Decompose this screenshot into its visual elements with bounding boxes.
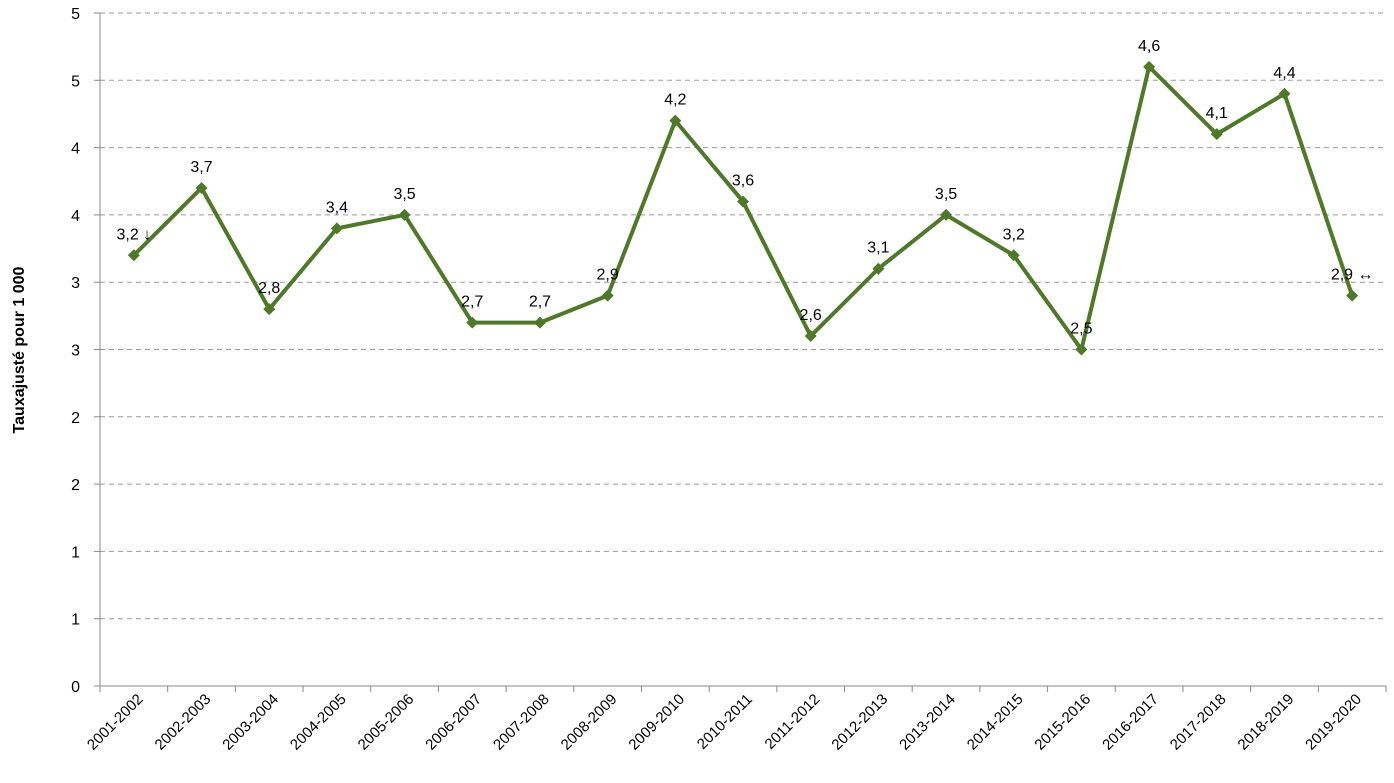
marker (1143, 60, 1156, 73)
x-tick-label: 2004-2005 (287, 691, 350, 754)
value-label: 3,2 ↓ (116, 226, 151, 243)
marker (872, 262, 885, 275)
y-tick-label: 1 (71, 612, 80, 629)
x-tick-label: 2018-2019 (1235, 691, 1298, 754)
y-tick-label: 2 (71, 477, 80, 494)
x-tick-label: 2013-2014 (896, 691, 959, 754)
value-label: 2,5 (1070, 321, 1092, 338)
value-label: 2,7 (461, 294, 483, 311)
marker (1278, 87, 1291, 100)
line (132, 64, 1355, 352)
value-label: 4,2 (664, 92, 686, 109)
y-axis-title: Tauxajusté pour 1 000 (11, 266, 28, 433)
x-tick-label: 2008-2009 (558, 691, 621, 754)
marker (1346, 289, 1359, 302)
marker (398, 208, 411, 221)
value-label: 2,6 (800, 307, 822, 324)
y-tick-label: 3 (71, 275, 80, 292)
x-tick-label: 2012-2013 (828, 691, 891, 754)
x-tick-label: 2017-2018 (1167, 691, 1230, 754)
marker (263, 303, 276, 316)
value-label: 4,4 (1273, 65, 1295, 82)
value-label: 3,2 (1003, 226, 1025, 243)
y-tick-label: 4 (71, 141, 80, 158)
value-label: 4,1 (1206, 105, 1228, 122)
value-label: 2,9 ↔ (1331, 267, 1374, 284)
x-tick-label: 2010-2011 (694, 691, 756, 753)
value-label: 4,6 (1138, 38, 1160, 55)
y-tick-label: 2 (71, 410, 80, 427)
marker (466, 316, 479, 329)
value-label: 3,4 (326, 199, 348, 216)
value-label: 2,8 (258, 280, 280, 297)
y-tick-label: 4 (71, 208, 80, 225)
marker (127, 249, 140, 262)
value-label: 3,7 (190, 159, 212, 176)
x-tick-label: 2009-2010 (625, 691, 688, 754)
marker (737, 195, 749, 208)
value-label: 3,1 (867, 240, 889, 257)
y-tick-label: 0 (71, 679, 80, 696)
marker (940, 208, 953, 221)
marker (1210, 128, 1223, 141)
y-tick-label: 5 (71, 73, 80, 90)
x-tick-label: 2019-2020 (1302, 691, 1365, 754)
x-tick-label: 2016-2017 (1099, 691, 1162, 754)
marker (1007, 249, 1020, 262)
value-label: 2,7 (529, 294, 551, 311)
value-label: 3,5 (935, 186, 957, 203)
marker (804, 330, 817, 343)
x-tick-label: 2005-2006 (355, 691, 418, 754)
x-tick-label: 2003-2004 (219, 691, 282, 754)
y-tick-label: 5 (71, 6, 80, 23)
marker (195, 181, 208, 194)
y-tick-label: 1 (71, 544, 80, 561)
value-label: 2,9 (597, 267, 619, 284)
x-tick-label: 2015-2016 (1032, 691, 1095, 754)
marker (533, 316, 546, 329)
x-tick-label: 2002-2003 (152, 691, 215, 754)
value-label: 3,6 (732, 172, 754, 189)
marker (601, 289, 614, 302)
marker (330, 222, 343, 235)
x-tick-label: 2014-2015 (964, 691, 1027, 754)
x-tick-label: 2011-2012 (762, 691, 824, 753)
marker (669, 114, 682, 127)
marker (1075, 343, 1088, 356)
y-tick-label: 3 (71, 343, 80, 360)
x-tick-label: 2001-2002 (84, 691, 147, 754)
x-tick-label: 2006-2007 (422, 691, 485, 754)
x-tick-label: 2007-2008 (490, 691, 553, 754)
value-label: 3,5 (393, 186, 415, 203)
